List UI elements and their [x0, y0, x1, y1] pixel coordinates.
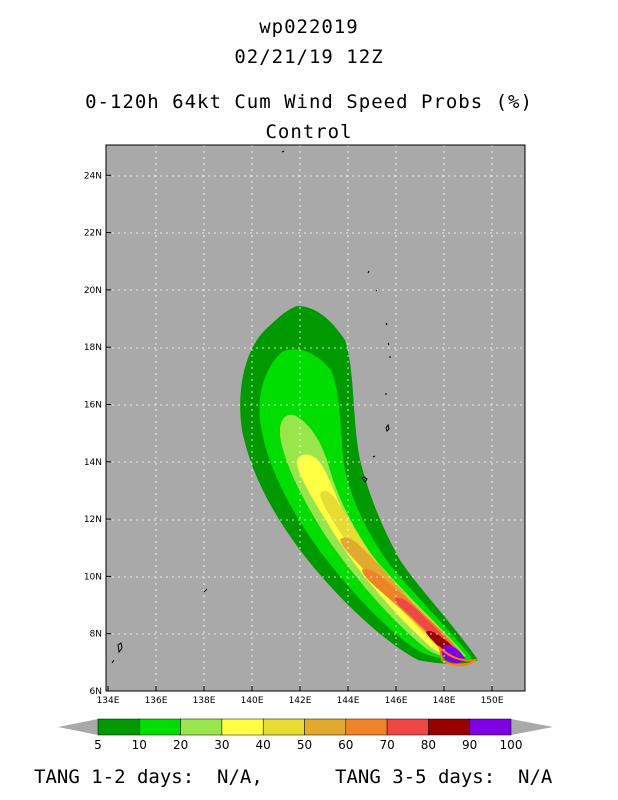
contour-outline	[438, 645, 479, 667]
colorbar-level-label: 10	[132, 738, 147, 752]
colorbar-high-arrow	[511, 719, 553, 735]
lat-tick-label: 22N	[84, 229, 102, 239]
colorbar-level-label: 30	[214, 738, 229, 752]
date-title: 02/21/19 12Z	[234, 46, 384, 68]
lat-tick-label: 12N	[84, 515, 102, 525]
lon-tick-label: 140E	[241, 696, 264, 706]
lat-tick-label: 20N	[84, 286, 102, 296]
colorbar-level-label: 5	[94, 738, 102, 752]
colorbar: 5 10 20 30 40 50 60 70 80 90 100	[58, 718, 553, 752]
map-frame	[105, 144, 526, 692]
tang-1-2-days: TANG 1-2 days: N/A,	[34, 766, 263, 788]
lat-tick-label: 18N	[84, 343, 102, 353]
lat-tick-label: 24N	[84, 171, 102, 181]
colorbar-level-label: 70	[379, 738, 394, 752]
lon-tick-label: 146E	[385, 696, 408, 706]
graticule	[106, 145, 525, 691]
colorbar-low-arrow	[58, 719, 98, 735]
colorbar-swatch	[139, 718, 181, 736]
lon-tick-label: 148E	[433, 696, 456, 706]
contour-40	[320, 490, 462, 656]
lon-tick-label: 134E	[97, 696, 120, 706]
tang-3-5-days: TANG 3-5 days: N/A	[335, 766, 553, 788]
colorbar-swatch	[304, 718, 347, 736]
coastlines	[111, 150, 391, 664]
member-title: Control	[265, 121, 353, 143]
storm-id-title: wp022019	[259, 16, 359, 38]
lon-tick-label: 144E	[337, 696, 360, 706]
lat-tick-label: 6N	[90, 687, 102, 697]
colorbar-level-label: 40	[256, 738, 271, 752]
colorbar-swatch	[180, 718, 223, 736]
latitude-axis: 6N 8N 10N 12N 14N 16N 18N 20N 22N 24N	[84, 171, 111, 697]
longitude-axis: 134E 136E 138E 140E 142E 144E 146E 148E 150E	[97, 686, 504, 706]
probability-contours	[240, 306, 479, 667]
colorbar-swatch	[97, 718, 140, 736]
colorbar-level-label: 80	[421, 738, 436, 752]
lat-tick-label: 16N	[84, 401, 102, 411]
colorbar-level-label: 60	[338, 738, 353, 752]
colorbar-level-label: 90	[462, 738, 477, 752]
lat-tick-label: 10N	[84, 572, 102, 582]
colorbar-swatch	[345, 718, 388, 736]
lon-tick-label: 138E	[193, 696, 216, 706]
lon-tick-label: 150E	[481, 696, 504, 706]
colorbar-swatch	[221, 718, 264, 736]
colorbar-swatch	[469, 718, 512, 736]
colorbar-level-label: 50	[297, 738, 312, 752]
product-title: 0-120h 64kt Cum Wind Speed Probs (%)	[85, 91, 533, 113]
colorbar-swatch	[386, 718, 429, 736]
colorbar-swatch	[428, 718, 470, 736]
lon-tick-label: 136E	[145, 696, 168, 706]
colorbar-level-label: 20	[173, 738, 188, 752]
lon-tick-label: 142E	[289, 696, 312, 706]
contour-10	[259, 349, 472, 660]
colorbar-level-label: 100	[500, 738, 523, 752]
lat-tick-label: 14N	[84, 458, 102, 468]
colorbar-swatch	[262, 718, 305, 736]
lat-tick-label: 8N	[90, 630, 102, 640]
